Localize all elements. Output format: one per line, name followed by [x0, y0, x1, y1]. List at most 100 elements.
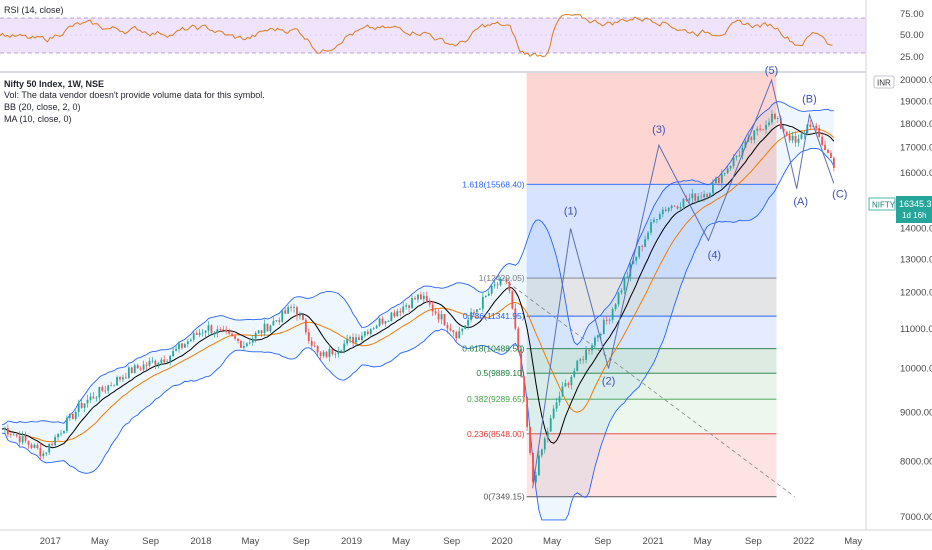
bb-lower [1, 147, 835, 521]
candle-body [346, 338, 349, 344]
price-tick: 10000.00 [900, 364, 932, 375]
fib-level-label: 0.786(11341.95) [463, 311, 525, 321]
candle-body [349, 336, 351, 339]
candle-body [420, 294, 422, 300]
candle-body [779, 118, 782, 129]
legend-vol: Vol: The data vendor doesn't provide vol… [4, 90, 265, 100]
candle-body [632, 260, 635, 264]
time-tick: Sep [594, 536, 611, 547]
candle-body [700, 196, 703, 198]
candle-body [809, 124, 812, 127]
candle-body [461, 328, 464, 332]
candle-body [4, 428, 6, 430]
candle-body [682, 198, 685, 207]
candle-body [691, 193, 694, 199]
time-tick: 2018 [190, 536, 211, 547]
candle-body [142, 364, 145, 370]
candle-body [567, 383, 570, 386]
candle-body [446, 325, 449, 329]
candle-body [387, 321, 390, 322]
candle-body [597, 335, 599, 338]
candle-body [620, 290, 623, 293]
candle-body [331, 348, 334, 355]
candle-body [278, 320, 281, 322]
candle-body [765, 124, 767, 130]
candle-body [505, 278, 508, 283]
candle-body [428, 300, 431, 305]
candle-body [334, 353, 337, 355]
candle-body [260, 330, 263, 334]
candle-body [284, 310, 287, 314]
candle-body [390, 312, 393, 322]
price-tag-value: 16345.35 [899, 199, 932, 209]
candle-body [588, 349, 590, 351]
candle-body [275, 320, 278, 322]
fibonacci-extension[interactable] [507, 73, 795, 498]
candle-body [546, 431, 549, 439]
time-axis[interactable]: 2017 May Sep 2018 May Sep 2019 May Sep 2020 May Sep… [0, 529, 932, 550]
candle-body [723, 172, 726, 174]
price-axis[interactable]: 75.00 50.00 25.00 20000.00 19000.00 18000.… [865, 0, 932, 530]
price-tick: 8000.00 [900, 456, 932, 467]
fib-band [526, 433, 777, 497]
candle-body [234, 336, 236, 339]
candle-body [113, 385, 115, 387]
candle-body [107, 385, 110, 391]
candle-body [706, 194, 708, 197]
candle-body [496, 284, 499, 286]
symbol-tag-text: NIFTY [872, 201, 896, 210]
candle-body [248, 342, 251, 344]
candle-body [576, 360, 579, 371]
candle-body [759, 128, 762, 130]
currency-badge-box[interactable] [873, 75, 895, 89]
price-tick: 12000.00 [900, 288, 932, 299]
candle-body [771, 114, 773, 123]
candle-body [582, 359, 585, 361]
candle-body [54, 437, 56, 446]
candle-body [207, 325, 210, 331]
candle-body [139, 368, 142, 370]
last-price-label: NIFTY 16345.35 1d 16h [868, 196, 932, 223]
candle-body [750, 137, 753, 140]
fib-zone-top [526, 73, 777, 185]
candle-body [68, 413, 71, 418]
candle-body [299, 314, 301, 317]
candle-body [92, 396, 95, 399]
wave-label: (C) [832, 188, 847, 200]
candle-body [538, 455, 540, 476]
candle-body [493, 284, 496, 286]
candle-body [776, 118, 779, 120]
wave-label: (5) [765, 65, 778, 77]
candle-body [555, 402, 558, 409]
candle-body [63, 430, 65, 434]
candle-body [656, 219, 658, 220]
candle-body [455, 332, 458, 339]
price-tick: 7000.00 [900, 512, 932, 523]
candle-body [611, 309, 614, 320]
candle-body [15, 434, 18, 436]
candle-body [71, 413, 74, 419]
candle-body [302, 314, 304, 320]
candle-body [237, 338, 239, 341]
time-tick: Sep [142, 536, 159, 547]
candle-body [186, 341, 189, 345]
candle-body [803, 133, 806, 135]
candle-body [319, 352, 322, 356]
indicator-legend: Nifty 50 Index, 1W, NSE Vol: The data ve… [4, 79, 265, 124]
bb-upper [1, 101, 834, 426]
wave-label: (B) [802, 94, 817, 106]
candle-body [95, 397, 98, 399]
price-tick: 17000.00 [900, 143, 932, 154]
candle-body [192, 333, 195, 340]
candle-body [98, 387, 101, 398]
candle-body [502, 278, 505, 280]
fib-level-label: 0.236(8548.00) [467, 429, 525, 439]
candle-body [151, 360, 154, 362]
candle-body [788, 135, 791, 141]
candle-body [673, 205, 676, 207]
candle-body [414, 298, 416, 300]
elliott-wave-drawing[interactable]: (1) (2) (3) (4) (5) (A) (B) (C) [532, 65, 848, 489]
candle-body [520, 349, 523, 377]
candle-body [195, 333, 198, 335]
